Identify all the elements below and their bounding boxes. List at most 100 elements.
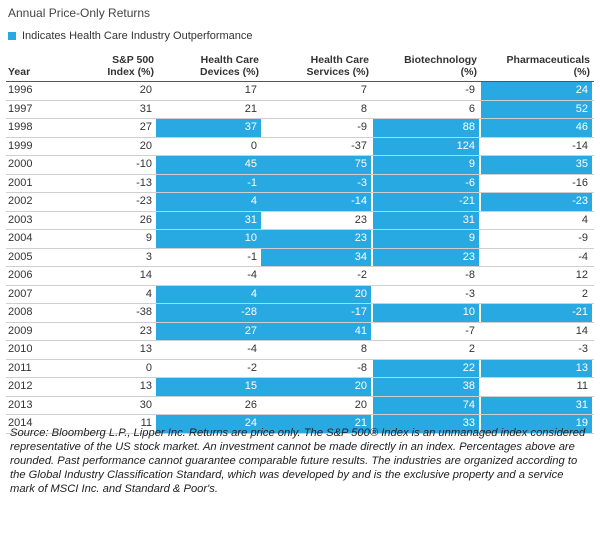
sp500-cell: 13 [139, 380, 152, 392]
devices-cell-highlighted: 31 [156, 211, 261, 229]
table-row: 2005 3 -1 34 23 -4 [6, 248, 594, 267]
pharma-cell-highlighted: 24 [481, 82, 592, 100]
biotech-cell: -7 [465, 324, 475, 337]
pharma-cell: 4 [581, 213, 588, 226]
legend-label: Indicates Health Care Industry Outperfor… [22, 30, 253, 42]
services-cell: 7 [360, 84, 367, 96]
year-cell: 2004 [8, 232, 33, 244]
column-header-line: Pharmaceuticals [506, 54, 590, 66]
pharma-cell: 11 [576, 380, 588, 392]
devices-cell: 26 [244, 398, 257, 411]
biotech-cell-highlighted: 22 [373, 359, 479, 377]
pharma-cell: -3 [578, 343, 588, 355]
year-cell: 1996 [8, 84, 33, 96]
devices-cell-highlighted: 45 [156, 156, 261, 174]
source-note: Source: Bloomberg L.P., Lipper Inc. Retu… [10, 427, 586, 495]
sp500-cell: 4 [145, 287, 152, 300]
devices-cell-highlighted: -28 [156, 304, 261, 322]
devices-cell-highlighted: 24 [156, 415, 261, 433]
sp500-cell: -38 [136, 306, 152, 318]
services-cell-highlighted: 75 [261, 156, 371, 174]
services-cell: 23 [354, 213, 367, 226]
services-cell: -8 [357, 361, 367, 374]
pharma-cell-highlighted: -21 [481, 304, 592, 322]
biotech-cell-highlighted: 9 [373, 156, 479, 174]
table-row: 1997 31 21 8 6 52 [6, 100, 594, 119]
table-row: 2011 0 -2 -8 22 13 [6, 359, 594, 378]
devices-cell-highlighted: 4 [156, 285, 261, 303]
year-cell: 2001 [8, 176, 33, 189]
biotech-cell: 2 [468, 343, 475, 355]
year-cell: 2006 [8, 269, 33, 281]
biotech-cell-highlighted: 9 [373, 230, 479, 248]
sp500-cell: 3 [145, 250, 152, 263]
devices-cell: -4 [247, 343, 257, 355]
table-row: 2014 11 24 21 33 19 [6, 415, 594, 434]
pharma-cell: -4 [578, 250, 588, 263]
pharma-cell-highlighted: 46 [481, 119, 592, 137]
year-cell: 2012 [8, 380, 33, 392]
sp500-cell: -23 [136, 195, 152, 207]
legend: Indicates Health Care Industry Outperfor… [8, 30, 253, 42]
sp500-cell: 0 [145, 361, 152, 374]
year-cell: 1999 [8, 139, 33, 152]
biotech-cell-highlighted: -6 [373, 174, 479, 192]
column-header-line: Devices (%) [200, 66, 259, 78]
services-cell: -37 [351, 139, 367, 152]
column-header-line: Health Care [310, 54, 369, 66]
biotech-cell-highlighted: 31 [373, 211, 479, 229]
biotech-cell: 6 [468, 102, 475, 115]
services-cell: -9 [357, 121, 367, 133]
services-cell: 8 [360, 102, 367, 115]
sp500-cell: 20 [139, 139, 152, 152]
pharma-cell: 14 [575, 324, 588, 337]
pharma-cell-highlighted: 52 [481, 100, 592, 118]
year-cell: 2000 [8, 158, 33, 170]
biotech-cell-highlighted: 38 [373, 378, 479, 396]
services-cell-highlighted: 34 [261, 248, 371, 266]
table-row: 2013 30 26 20 74 31 [6, 396, 594, 415]
column-header-pharma: Pharmaceuticals (%) [481, 54, 590, 78]
biotech-cell: -8 [465, 269, 475, 281]
pharma-cell-highlighted: 31 [481, 396, 592, 414]
services-cell: -2 [357, 269, 367, 281]
column-header-line: (%) [460, 66, 477, 78]
sp500-cell: 9 [145, 232, 152, 244]
table-row: 1998 27 37 -9 88 46 [6, 119, 594, 138]
biotech-cell-highlighted: 23 [373, 248, 479, 266]
column-header-line: Year [8, 66, 31, 78]
services-cell-highlighted: 20 [261, 378, 371, 396]
pharma-cell: -14 [572, 139, 588, 152]
year-cell: 2010 [8, 343, 33, 355]
year-cell: 2003 [8, 213, 33, 226]
table-row: 2009 23 27 41 -7 14 [6, 322, 594, 341]
services-cell: 8 [360, 343, 367, 355]
devices-cell: -2 [247, 361, 257, 374]
sp500-cell: 30 [139, 398, 152, 411]
year-cell: 1998 [8, 121, 33, 133]
biotech-cell-highlighted: 124 [373, 137, 479, 155]
services-cell-highlighted: -3 [261, 174, 371, 192]
column-header-line: Health Care [200, 54, 259, 66]
year-cell: 2007 [8, 287, 33, 300]
sp500-cell: 31 [139, 102, 152, 115]
services-cell-highlighted: 20 [261, 285, 371, 303]
pharma-cell-highlighted: 13 [481, 359, 592, 377]
sp500-cell: 26 [139, 213, 152, 226]
devices-cell: -4 [247, 269, 257, 281]
table-row: 2007 4 4 20 -3 2 [6, 285, 594, 304]
sp500-cell: 13 [139, 343, 152, 355]
column-header-line: Services (%) [306, 66, 369, 78]
table-row: 2012 13 15 20 38 11 [6, 378, 594, 397]
column-header-line: Biotechnology [404, 54, 477, 66]
biotech-cell-highlighted: -21 [373, 193, 479, 211]
pharma-cell: -16 [572, 176, 588, 189]
table-row: 2004 9 10 23 9 -9 [6, 230, 594, 249]
column-header-sp500: S&P 500 Index (%) [68, 54, 154, 78]
column-header-line: Index (%) [107, 66, 154, 78]
sp500-cell: 23 [139, 324, 152, 337]
page-title: Annual Price-Only Returns [8, 6, 151, 20]
table-row: 1999 20 0 -37 124 -14 [6, 137, 594, 156]
pharma-cell: -9 [578, 232, 588, 244]
column-header-devices: Health Care Devices (%) [156, 54, 259, 78]
